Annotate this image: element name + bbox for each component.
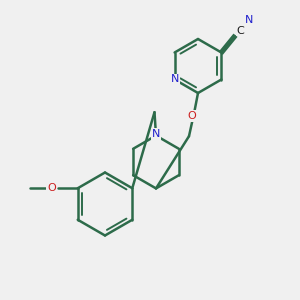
Text: C: C: [236, 26, 244, 36]
Text: N: N: [152, 129, 160, 139]
Text: O: O: [187, 111, 196, 121]
Text: N: N: [170, 74, 179, 85]
Text: N: N: [245, 15, 253, 26]
Text: O: O: [47, 183, 56, 193]
